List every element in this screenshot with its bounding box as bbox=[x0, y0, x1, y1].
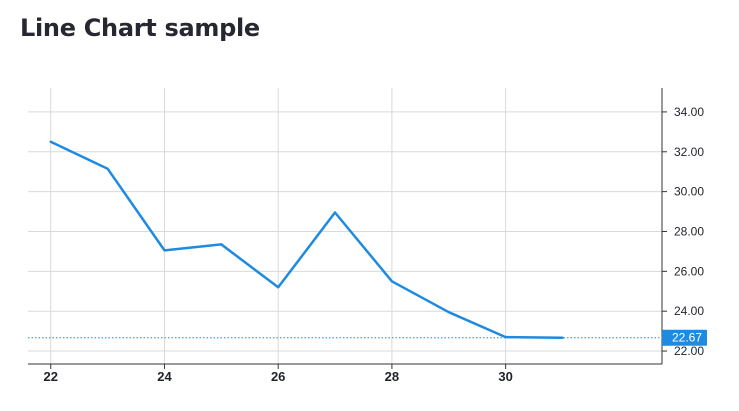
y-tick-label: 28.00 bbox=[674, 224, 704, 238]
y-tick-label: 22.00 bbox=[674, 344, 704, 358]
axis-layer bbox=[28, 88, 667, 369]
y-tick-label: 34.00 bbox=[674, 105, 704, 119]
label-layer: 22.00 24.00 26.00 28.00 30.00 32.00 34.00 22 24 2… bbox=[44, 105, 707, 384]
x-tick-label: 24 bbox=[157, 369, 172, 384]
y-tick-label: 26.00 bbox=[674, 264, 704, 278]
x-tick-label: 22 bbox=[44, 369, 58, 384]
series-layer bbox=[28, 140, 662, 339]
series-line bbox=[49, 140, 564, 339]
x-tick-label: 28 bbox=[385, 369, 399, 384]
chart-title: Line Chart sample bbox=[20, 14, 260, 42]
y-tick-label: 30.00 bbox=[674, 185, 704, 199]
last-value-badge bbox=[662, 329, 707, 346]
last-value-label: 22.67 bbox=[672, 331, 702, 345]
grid-layer bbox=[28, 88, 662, 364]
x-tick-label: 26 bbox=[271, 369, 285, 384]
x-tick-label: 30 bbox=[498, 369, 512, 384]
y-tick-label: 32.00 bbox=[674, 145, 704, 159]
y-tick-label: 24.00 bbox=[674, 304, 704, 318]
